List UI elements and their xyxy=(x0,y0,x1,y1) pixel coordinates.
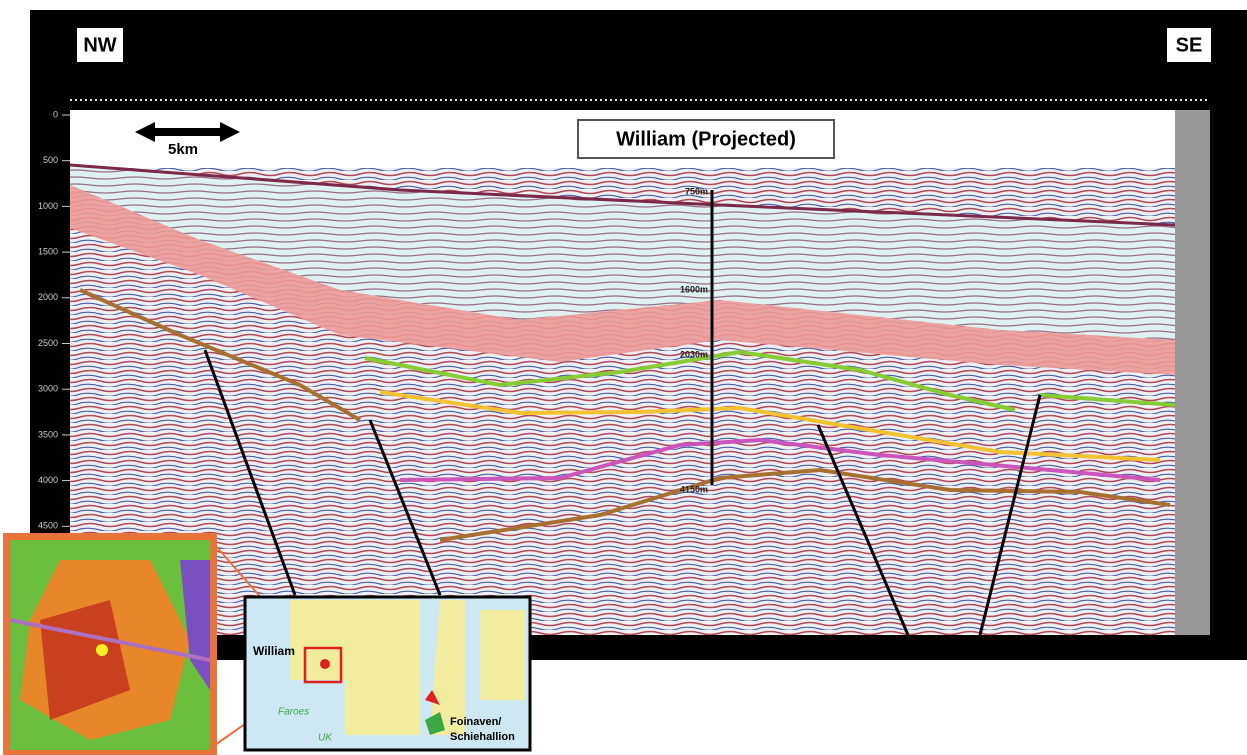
fault xyxy=(816,424,910,635)
location-inset: William Faroes UK Foinaven/ Schiehallion xyxy=(3,533,532,755)
well-highlight xyxy=(303,646,343,684)
depth-tick-label: 1000 xyxy=(38,201,58,211)
field-marker xyxy=(425,690,440,705)
scale-arrow xyxy=(135,122,240,142)
fault xyxy=(978,394,1042,635)
horizon-brown xyxy=(439,467,1171,542)
right-band xyxy=(1175,110,1215,635)
map-label: Faroes xyxy=(278,707,309,718)
bottom-band xyxy=(30,635,1247,660)
seismic-section xyxy=(70,110,1175,635)
field-label: Schiehallion xyxy=(450,731,515,743)
horizon-green-se xyxy=(1039,393,1175,407)
depth-tick-label: 2000 xyxy=(38,292,58,302)
field-label: Foinaven/ xyxy=(450,716,501,728)
red-interval xyxy=(70,185,1175,375)
well-depth-label: 4150m xyxy=(680,484,708,494)
well-depth-label: 2030m xyxy=(680,349,708,359)
well-label-box xyxy=(577,119,835,159)
well-depth-label: 750m xyxy=(685,186,708,196)
top-band xyxy=(30,10,1215,110)
depth-tick-label: 4000 xyxy=(38,475,58,485)
depth-tick-label: 4500 xyxy=(38,521,58,531)
well-depth-label: 1600m xyxy=(680,284,708,294)
label-box xyxy=(1167,28,1211,62)
map-label: UK xyxy=(318,733,333,744)
fault xyxy=(203,349,297,596)
depth-tick-label: 2500 xyxy=(38,338,58,348)
depth-tick-label: 0 xyxy=(53,109,58,119)
depth-tick-label: 3500 xyxy=(38,429,58,439)
nw-label: NW xyxy=(83,34,116,56)
map-well-label: William xyxy=(253,644,295,658)
section-line xyxy=(9,618,211,662)
upper-sediments xyxy=(70,165,1175,340)
horizon-brown-nw xyxy=(79,288,362,422)
licence-blocks xyxy=(290,600,525,735)
label-box xyxy=(77,28,123,62)
depth-tick-label: 3000 xyxy=(38,384,58,394)
right-axis-band xyxy=(1210,10,1247,660)
horizon-magenta xyxy=(399,437,1161,482)
seabed xyxy=(70,163,1175,227)
well-dot xyxy=(96,644,108,656)
horizon-green xyxy=(364,349,1016,412)
se-label: SE xyxy=(1176,34,1203,56)
well-label: William (Projected) xyxy=(616,128,796,150)
fault xyxy=(368,419,442,596)
horizon-yellow xyxy=(379,390,1161,462)
well-dot xyxy=(320,659,330,669)
depth-tick-label: 1500 xyxy=(38,246,58,256)
scale-label: 5km xyxy=(168,141,198,158)
field-outline xyxy=(425,712,445,735)
depth-tick-label: 500 xyxy=(43,155,58,165)
